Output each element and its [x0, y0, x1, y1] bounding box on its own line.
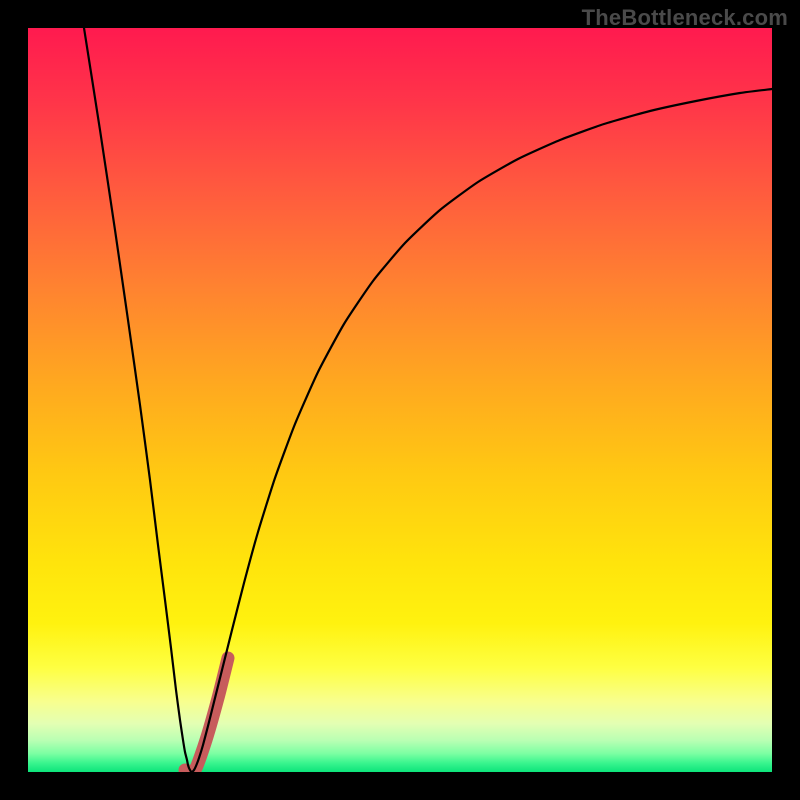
chart-container: TheBottleneck.com [0, 0, 800, 800]
bottleneck-chart [0, 0, 800, 800]
